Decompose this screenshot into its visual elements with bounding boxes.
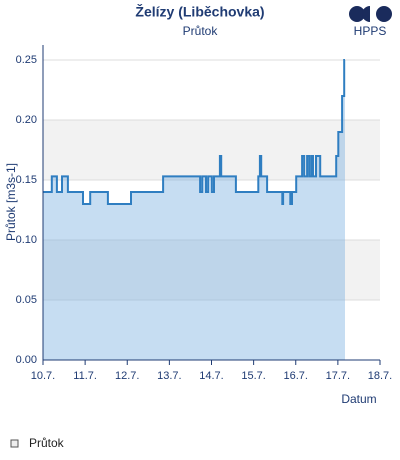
line: [43, 59, 346, 205]
y-tick-label: 0.15: [16, 174, 37, 186]
logo-text: HPPS: [354, 24, 387, 38]
plot-band: [43, 240, 380, 300]
x-tick-label: 14.7.: [199, 370, 223, 382]
x-tick-label: 12.7.: [115, 370, 139, 382]
plot-band: [43, 120, 380, 180]
x-tick-label: 13.7.: [157, 370, 181, 382]
legend-symbol: [10, 439, 19, 448]
x-tick-label: 15.7.: [241, 370, 265, 382]
y-tick-label: 0.10: [16, 234, 37, 246]
area: [43, 60, 345, 360]
x-tick-label: 18.7.: [368, 370, 392, 382]
chart-subtitle: Průtok: [183, 24, 219, 38]
y-tick-label: 0.20: [16, 114, 37, 126]
y-tick-label: 0.25: [16, 54, 37, 66]
y-tick-label: 0.00: [16, 354, 37, 366]
y-axis-label: Průtok [m3s-1]: [4, 163, 18, 241]
x-tick-label: 11.7.: [73, 370, 97, 382]
y-tick-label: 0.05: [16, 294, 37, 306]
x-tick-label: 10.7.: [31, 370, 55, 382]
legend-label: Průtok: [29, 436, 65, 450]
x-tick-label: 17.7.: [326, 370, 350, 382]
chart-title: Želízy (Liběchovka): [135, 3, 264, 20]
x-axis-label: Datum: [341, 392, 376, 406]
x-tick-label: 16.7.: [284, 370, 308, 382]
logo-icon: [349, 6, 392, 22]
